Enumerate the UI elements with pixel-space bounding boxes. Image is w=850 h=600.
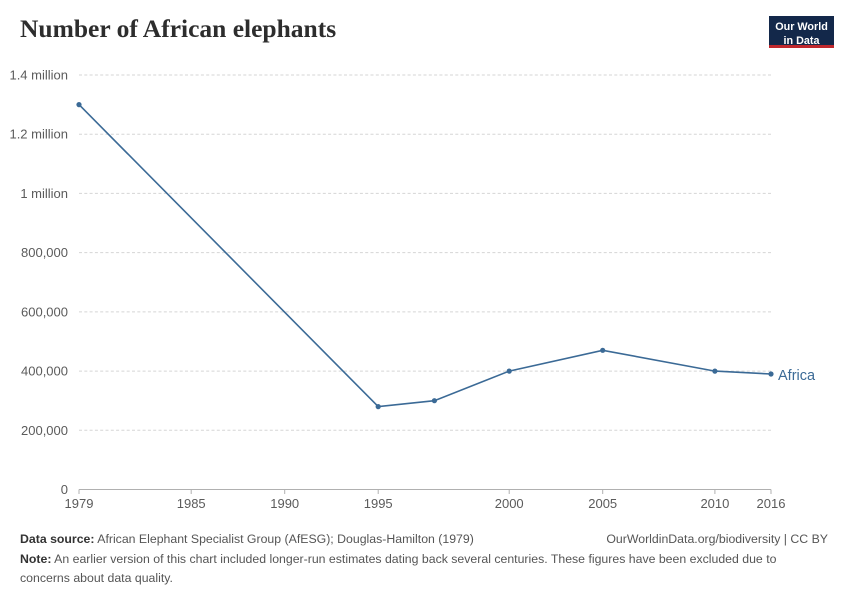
svg-text:2010: 2010 [700,496,729,511]
svg-text:800,000: 800,000 [21,245,68,260]
svg-text:0: 0 [61,482,68,497]
svg-text:1985: 1985 [177,496,206,511]
svg-text:1990: 1990 [270,496,299,511]
svg-text:Africa: Africa [778,368,816,384]
svg-text:1.2 million: 1.2 million [9,127,68,142]
svg-text:1995: 1995 [364,496,393,511]
svg-text:2005: 2005 [588,496,617,511]
svg-text:200,000: 200,000 [21,423,68,438]
svg-text:600,000: 600,000 [21,304,68,319]
svg-text:1.4 million: 1.4 million [9,68,68,83]
svg-text:1 million: 1 million [20,186,68,201]
svg-text:400,000: 400,000 [21,364,68,379]
svg-text:2016: 2016 [757,496,786,511]
svg-text:1979: 1979 [65,496,94,511]
svg-text:2000: 2000 [495,496,524,511]
